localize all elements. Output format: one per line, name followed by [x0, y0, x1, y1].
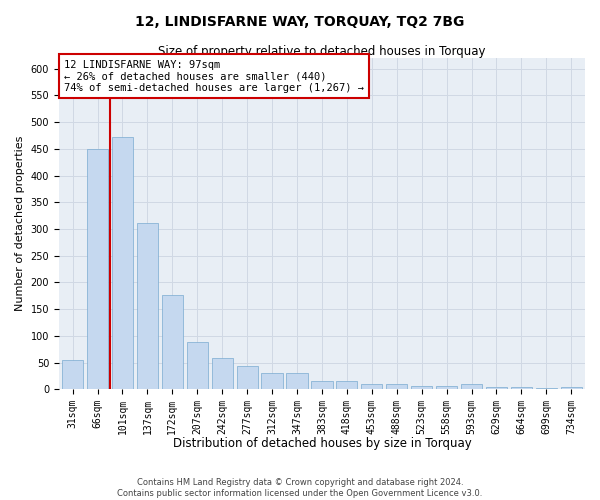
Bar [311, 381, 332, 389]
Bar [411, 386, 432, 389]
Bar [336, 381, 358, 389]
Text: 12 LINDISFARNE WAY: 97sqm
← 26% of detached houses are smaller (440)
74% of semi: 12 LINDISFARNE WAY: 97sqm ← 26% of detac… [64, 60, 364, 93]
Bar [286, 372, 308, 389]
X-axis label: Distribution of detached houses by size in Torquay: Distribution of detached houses by size … [173, 437, 472, 450]
Text: 12, LINDISFARNE WAY, TORQUAY, TQ2 7BG: 12, LINDISFARNE WAY, TORQUAY, TQ2 7BG [136, 15, 464, 29]
Bar [511, 386, 532, 389]
Bar [137, 223, 158, 389]
Bar [361, 384, 382, 389]
Bar [486, 386, 507, 389]
Y-axis label: Number of detached properties: Number of detached properties [15, 136, 25, 312]
Bar [187, 342, 208, 389]
Text: Contains HM Land Registry data © Crown copyright and database right 2024.
Contai: Contains HM Land Registry data © Crown c… [118, 478, 482, 498]
Bar [536, 388, 557, 389]
Bar [262, 373, 283, 389]
Bar [62, 360, 83, 389]
Bar [162, 295, 183, 389]
Bar [436, 386, 457, 389]
Bar [87, 149, 108, 389]
Bar [461, 384, 482, 389]
Bar [236, 366, 258, 389]
Bar [560, 386, 582, 389]
Bar [112, 137, 133, 389]
Bar [212, 358, 233, 389]
Title: Size of property relative to detached houses in Torquay: Size of property relative to detached ho… [158, 45, 486, 58]
Bar [386, 384, 407, 389]
